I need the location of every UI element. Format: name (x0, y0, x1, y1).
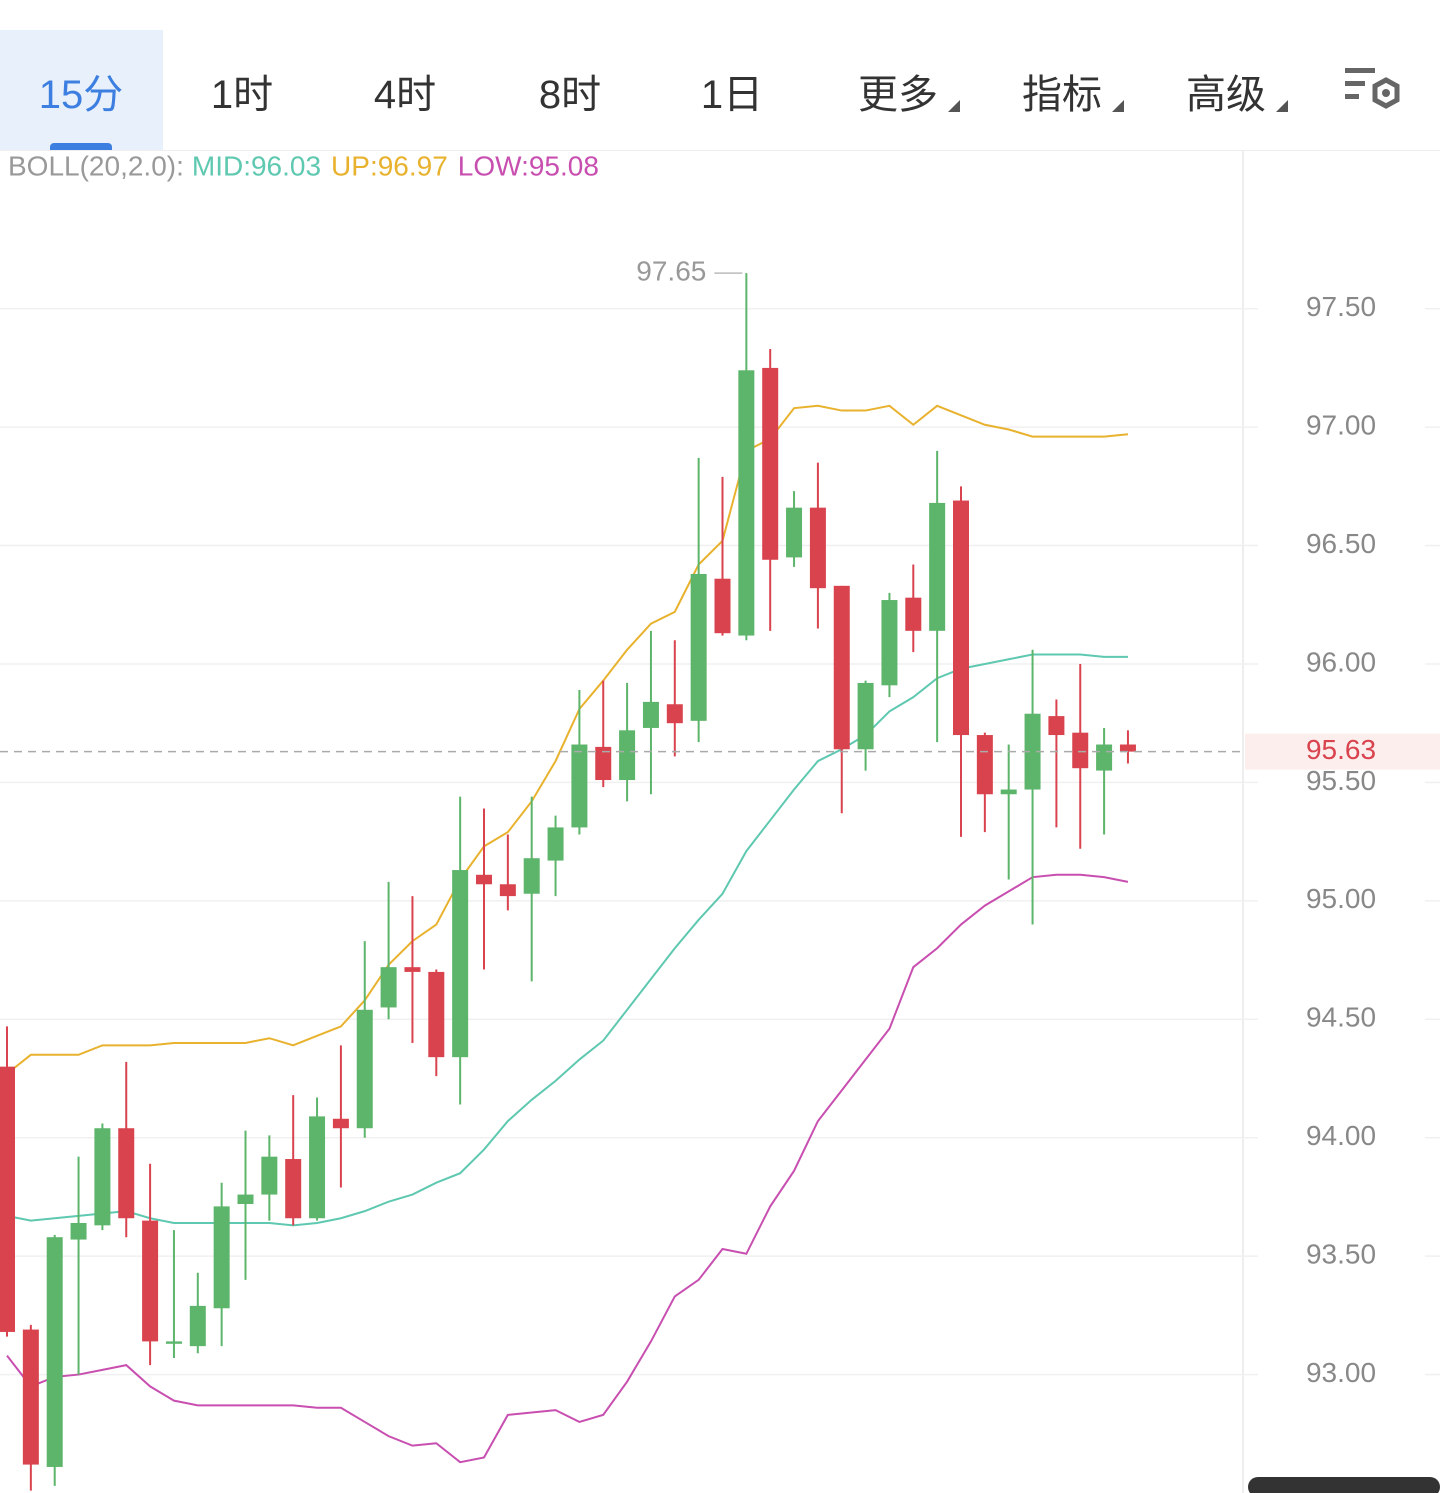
tab[interactable]: 指标 (1022, 73, 1102, 117)
candle-body (953, 500, 969, 736)
y-tick-label: 96.00 (1306, 646, 1376, 677)
legend-entry: UP:96.97 (331, 150, 448, 181)
y-tick-label: 96.50 (1306, 528, 1376, 559)
candle-body (595, 746, 612, 781)
legend-entry: MID:96.03 (192, 150, 321, 181)
candle-body (285, 1159, 302, 1219)
legend-entry: LOW:95.08 (458, 150, 599, 181)
max-label: 97.65 (636, 256, 706, 287)
candle-body (404, 967, 421, 972)
candle-body (523, 858, 540, 894)
candle-body (809, 507, 826, 589)
y-tick-label: 94.00 (1306, 1120, 1376, 1151)
candle-body (786, 507, 803, 558)
candle-body (189, 1305, 206, 1347)
y-tick-label: 94.50 (1306, 1002, 1376, 1033)
y-tick-label: 97.00 (1306, 410, 1376, 441)
candle-body (309, 1116, 326, 1219)
candle-body (499, 884, 516, 897)
dropdown-icon (1276, 100, 1288, 112)
candle-body (833, 585, 850, 750)
tab[interactable]: 更多 (858, 73, 938, 117)
candle-body (1096, 744, 1113, 771)
selected-tab-indicator (50, 143, 112, 150)
candle-body (976, 735, 993, 795)
y-tick-label: 95.50 (1306, 765, 1376, 796)
candle-body (929, 502, 946, 631)
timeframe-tabs: 15分 1时 4时 8时 1日 更多 指标 高级 (0, 0, 1440, 151)
tab[interactable]: 1时 (210, 73, 274, 117)
candle-body (261, 1156, 278, 1195)
dropdown-icon (948, 100, 960, 112)
candle-body (857, 682, 874, 750)
candle-body (690, 573, 707, 721)
selected-tab-bg (0, 30, 163, 150)
candle-body (70, 1222, 87, 1240)
candle-body (94, 1128, 111, 1226)
candle-body (452, 870, 469, 1058)
y-tick-label: 93.50 (1306, 1239, 1376, 1270)
candle-body (0, 1066, 15, 1332)
candle-body (46, 1237, 63, 1467)
legend-bg (0, 151, 620, 185)
candle-body (237, 1194, 254, 1205)
y-tick-label: 97.50 (1306, 291, 1376, 322)
candle-body (213, 1206, 230, 1309)
candle-body (1072, 732, 1089, 769)
candle-body (1048, 716, 1065, 736)
candle-body (118, 1128, 135, 1219)
candle-body (1119, 744, 1136, 752)
tab[interactable]: 15分 (38, 73, 124, 117)
last-price-label: 95.63 (1306, 734, 1376, 765)
candle-body (332, 1118, 349, 1129)
indicator-label: BOLL(20,2.0): (8, 150, 184, 181)
candle-body (547, 827, 564, 861)
tab[interactable]: 1日 (700, 73, 764, 117)
candle-body (666, 704, 683, 724)
candle-body (881, 600, 898, 686)
tab[interactable]: 4时 (373, 73, 437, 117)
tab[interactable]: 高级 (1186, 73, 1266, 117)
boll-line (6, 873, 1129, 1464)
candle-body (165, 1341, 182, 1344)
candle-body (762, 367, 779, 560)
floating-panel (1248, 1477, 1440, 1493)
candle-body (356, 1009, 373, 1129)
candle-body (380, 967, 397, 1008)
y-tick-label: 93.00 (1306, 1357, 1376, 1388)
candle-body (142, 1220, 159, 1342)
candle-body (22, 1329, 39, 1465)
candle-body (1024, 713, 1041, 790)
candle-body (571, 744, 588, 828)
boll-line (6, 404, 1129, 1075)
settings-icon[interactable] (1343, 64, 1403, 124)
candle-body (619, 730, 636, 781)
y-tick-label: 95.00 (1306, 883, 1376, 914)
candle-body (642, 701, 659, 728)
candle-body (738, 370, 755, 636)
dropdown-icon (1112, 100, 1124, 112)
candle-body (476, 874, 492, 885)
candle-body (1000, 789, 1017, 795)
tab[interactable]: 8时 (538, 73, 602, 117)
candle-body (905, 597, 922, 631)
last-price-bg (1245, 733, 1440, 770)
candle-body (428, 971, 445, 1058)
candle-body (714, 578, 731, 634)
boll-line (6, 653, 1128, 1227)
